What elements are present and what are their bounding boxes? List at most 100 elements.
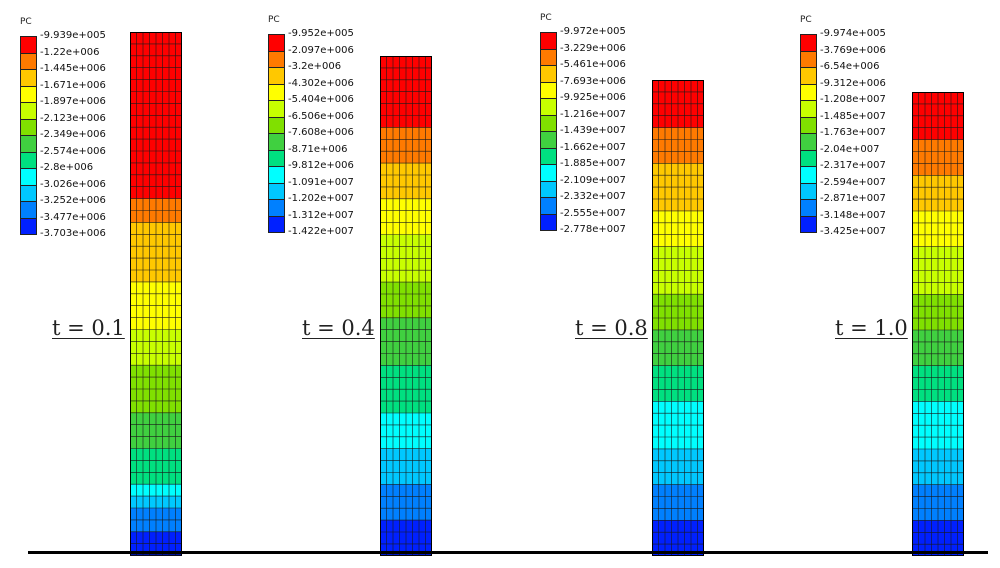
legend-label: -1.312e+007: [288, 209, 354, 221]
legend-swatch: [800, 116, 817, 134]
legend-label: -1.422e+007: [288, 226, 354, 237]
legend-title: PC: [800, 15, 812, 25]
legend-swatch: [268, 215, 285, 233]
legend-label: -2.04e+007: [820, 143, 880, 155]
legend-swatch: [268, 182, 285, 200]
legend-swatch: [268, 199, 285, 217]
time-label: t = 0.8: [575, 316, 648, 340]
mesh-grid: [912, 91, 964, 556]
legend-label: -2.123e+006: [40, 112, 106, 124]
mesh-grid: [380, 56, 432, 556]
legend-label: -2.871e+007: [820, 193, 886, 204]
legend-title: PC: [540, 13, 552, 23]
legend-label: -9.812e+006: [288, 160, 354, 171]
mesh-border: [380, 56, 432, 556]
legend-swatch: [800, 215, 817, 233]
legend-swatch: [268, 166, 285, 184]
legend-label: -1.216e+007: [560, 108, 626, 120]
legend-swatch: [540, 197, 557, 215]
legend-label: -3.229e+006: [560, 42, 626, 54]
legend-swatch: [800, 83, 817, 101]
time-label: t = 0.1: [52, 316, 125, 340]
mesh-border: [912, 91, 964, 556]
legend-label: -1.763e+007: [820, 127, 886, 138]
legend-label: -7.693e+006: [560, 75, 626, 87]
legend-swatch: [540, 213, 557, 231]
legend-label: -3.2e+006: [288, 61, 342, 72]
legend-label: -3.148e+007: [820, 209, 886, 221]
legend-swatch: [268, 149, 285, 167]
legend-swatch: [20, 201, 37, 219]
legend-swatch: [540, 114, 557, 132]
legend-swatch: [20, 36, 37, 54]
legend-label: -9.312e+006: [820, 77, 886, 89]
legend-label: -9.939e+005: [40, 30, 106, 41]
legend-label: -2.097e+006: [288, 44, 354, 56]
legend-label: -2.778e+007: [560, 224, 626, 235]
legend-swatch: [20, 168, 37, 186]
pressure-column-mesh: [380, 56, 432, 556]
mesh-border: [130, 32, 182, 556]
legend-label: -5.404e+006: [288, 94, 354, 105]
pressure-column-mesh: [652, 80, 704, 556]
legend-swatch: [540, 81, 557, 99]
legend-label: -2.574e+006: [40, 145, 106, 157]
legend-label: -3.252e+006: [40, 195, 106, 206]
legend-swatch: [800, 67, 817, 85]
legend-label: -5.461e+006: [560, 59, 626, 70]
legend-label: -6.54e+006: [820, 61, 880, 72]
legend-label: -3.477e+006: [40, 211, 106, 223]
legend-swatch: [268, 83, 285, 101]
legend-label: -1.897e+006: [40, 96, 106, 107]
legend-label: -3.703e+006: [40, 228, 106, 239]
legend-swatch: [540, 147, 557, 165]
legend-label: -1.208e+007: [820, 94, 886, 105]
legend-swatch: [540, 131, 557, 149]
legend-label: -1.485e+007: [820, 110, 886, 122]
legend-title: PC: [20, 17, 32, 27]
legend-label: -2.555e+007: [560, 207, 626, 219]
legend-label: -1.439e+007: [560, 125, 626, 136]
time-label: t = 1.0: [835, 316, 908, 340]
legend-swatch: [800, 149, 817, 167]
legend-label: -1.885e+007: [560, 158, 626, 169]
legend-label: -7.608e+006: [288, 127, 354, 138]
legend-swatch: [268, 100, 285, 118]
legend-label: -9.972e+005: [560, 26, 626, 37]
legend-label: -4.302e+006: [288, 77, 354, 89]
legend-label: -2.332e+007: [560, 191, 626, 202]
legend-swatch: [800, 133, 817, 151]
legend-label: -1.202e+007: [288, 193, 354, 204]
legend-swatch: [800, 199, 817, 217]
legend-label: -2.349e+006: [40, 129, 106, 140]
legend-swatch: [20, 69, 37, 87]
legend-label: -1.445e+006: [40, 63, 106, 74]
pressure-column-mesh: [912, 91, 964, 556]
mesh-border: [652, 80, 704, 556]
legend-swatch: [20, 118, 37, 136]
legend-label: -8.71e+006: [288, 143, 348, 155]
legend-swatch: [800, 100, 817, 118]
legend-swatch: [800, 50, 817, 68]
legend-label: -2.8e+006: [40, 162, 94, 173]
legend-swatch: [20, 85, 37, 103]
legend-swatch: [20, 135, 37, 153]
legend-swatch: [268, 116, 285, 134]
legend-swatch: [20, 102, 37, 120]
legend-label: -9.952e+005: [288, 28, 354, 39]
legend-label: -6.506e+006: [288, 110, 354, 122]
legend-label: -9.974e+005: [820, 28, 886, 39]
legend-swatch: [20, 52, 37, 70]
legend-swatch: [268, 50, 285, 68]
legend-label: -2.109e+007: [560, 174, 626, 186]
legend-label: -2.594e+007: [820, 176, 886, 188]
legend-label: -3.026e+006: [40, 178, 106, 190]
legend-swatch: [540, 65, 557, 83]
legend-swatch: [800, 182, 817, 200]
legend-swatch: [20, 217, 37, 235]
legend-label: -1.662e+007: [560, 141, 626, 153]
legend-swatch: [268, 133, 285, 151]
legend-swatch: [540, 32, 557, 50]
mesh-grid: [652, 80, 704, 556]
legend-swatch: [20, 151, 37, 169]
